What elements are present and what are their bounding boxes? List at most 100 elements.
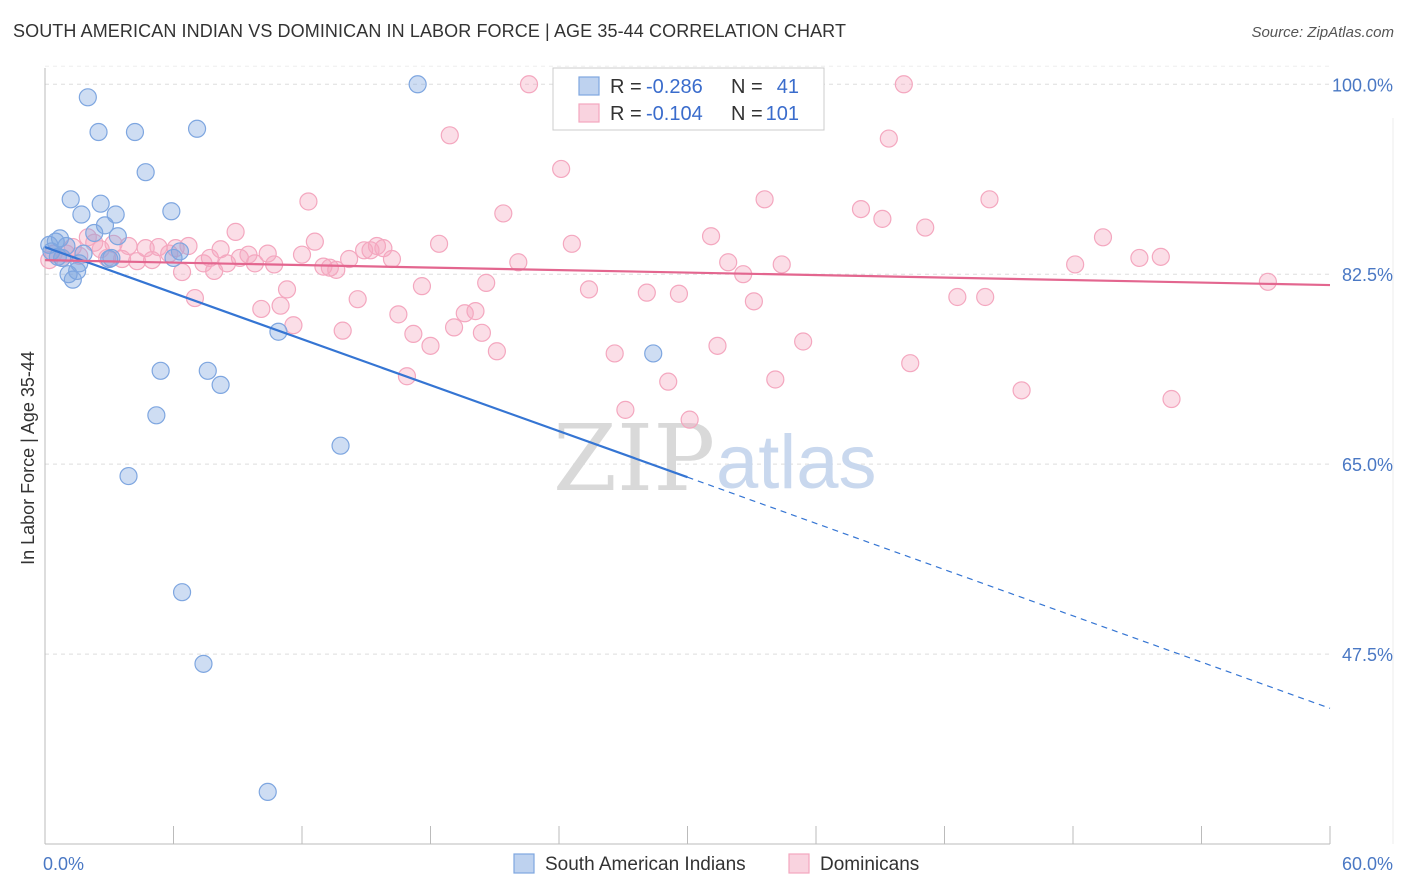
point-south-american-indians-12	[72, 205, 91, 224]
point-south-american-indians-30	[211, 375, 230, 395]
bottom-legend-label-south-american-indians: South American Indians	[545, 854, 746, 875]
point-dominicans-32	[258, 244, 277, 263]
point-south-american-indians-24	[147, 406, 166, 425]
point-south-american-indians-16	[91, 194, 110, 213]
point-dominicans-85	[851, 199, 871, 219]
bottom-legend-swatch-south-american-indians	[513, 853, 535, 874]
point-south-american-indians-4	[50, 229, 70, 248]
point-dominicans-59	[455, 304, 474, 323]
point-dominicans-86	[873, 209, 892, 228]
point-south-american-indians-10	[68, 261, 87, 281]
point-south-american-indians-39	[164, 248, 183, 268]
point-dominicans-64	[494, 204, 513, 223]
point-dominicans-39	[305, 232, 324, 251]
point-dominicans-69	[579, 280, 599, 299]
point-dominicans-70	[605, 344, 624, 363]
point-dominicans-94	[1012, 381, 1031, 400]
point-dominicans-34	[271, 296, 290, 315]
trend-line-south-american-indians	[44, 246, 688, 479]
trend-line-south-american-indians-extension	[687, 476, 1331, 709]
point-dominicans-73	[659, 372, 678, 391]
point-south-american-indians-31	[119, 466, 138, 486]
point-dominicans-98	[1162, 389, 1181, 409]
point-south-american-indians-8	[61, 190, 80, 209]
point-south-american-indians-33	[194, 654, 213, 673]
point-dominicans-43	[333, 321, 352, 340]
legend-r-label-1: R =	[610, 103, 642, 125]
point-dominicans-45	[348, 290, 367, 309]
point-south-american-indians-17	[95, 216, 115, 235]
point-dominicans-81	[755, 190, 774, 209]
legend-swatch-dominicans	[578, 103, 600, 123]
point-dominicans-55	[421, 336, 440, 355]
chart-title: SOUTH AMERICAN INDIAN VS DOMINICAN IN LA…	[13, 21, 847, 41]
watermark: ZIP atlas	[553, 405, 877, 512]
y-tick-label-3: 100.0%	[1332, 75, 1393, 95]
point-dominicans-36	[284, 316, 303, 335]
point-dominicans-57	[440, 126, 459, 145]
point-dominicans-62	[477, 273, 496, 292]
point-dominicans-58	[444, 318, 464, 337]
point-dominicans-90	[916, 218, 935, 237]
point-dominicans-68	[562, 234, 581, 253]
point-south-american-indians-21	[108, 227, 127, 246]
point-dominicans-93	[980, 190, 999, 209]
point-dominicans-61	[472, 323, 491, 342]
point-dominicans-95	[1066, 255, 1085, 274]
point-dominicans-53	[404, 324, 423, 344]
point-dominicans-20	[179, 236, 198, 256]
point-dominicans-78	[719, 253, 738, 272]
point-south-american-indians-19	[102, 248, 121, 268]
x-tick-label-1: 60.0%	[1342, 854, 1393, 874]
point-dominicans-65	[509, 253, 528, 272]
y-tick-labels: 47.5% 65.0% 82.5% 100.0%	[1332, 75, 1393, 665]
point-dominicans-91	[948, 287, 967, 307]
point-dominicans-44	[340, 249, 359, 269]
x-tick-label-0: 0.0%	[43, 854, 84, 874]
point-dominicans-54	[412, 277, 432, 296]
point-dominicans-37	[292, 245, 312, 264]
point-dominicans-71	[616, 400, 635, 419]
point-dominicans-84	[794, 332, 813, 351]
point-dominicans-96	[1093, 228, 1113, 247]
legend-n-value-0: 41	[777, 76, 799, 98]
point-dominicans-72	[637, 283, 656, 302]
point-dominicans-35	[277, 280, 297, 299]
point-dominicans-31	[252, 299, 271, 319]
point-dominicans-63	[487, 342, 506, 361]
point-dominicans-51	[389, 305, 408, 324]
point-south-american-indians-9	[63, 270, 82, 289]
legend-r-value-1: -0.104	[646, 103, 703, 125]
point-south-american-indians-38	[644, 344, 663, 363]
watermark-atlas: atlas	[716, 420, 877, 505]
point-dominicans-97	[1130, 248, 1149, 268]
point-dominicans-82	[766, 370, 785, 389]
axes	[44, 68, 1394, 845]
point-dominicans-83	[772, 255, 791, 274]
legend-swatch-south-american-indians	[578, 76, 600, 96]
point-south-american-indians-40	[74, 244, 93, 263]
point-south-american-indians-20	[106, 205, 125, 224]
point-dominicans-99	[1151, 247, 1170, 266]
legend-n-value-1: 101	[766, 103, 799, 125]
point-south-american-indians-14	[85, 223, 104, 243]
point-dominicans-75	[680, 410, 699, 429]
point-dominicans-56	[429, 234, 449, 253]
y-axis-title: In Labor Force | Age 35-44	[18, 351, 38, 565]
point-south-american-indians-29	[198, 361, 217, 380]
point-dominicans-76	[701, 227, 721, 246]
stats-legend: R = -0.286 N = 41 R = -0.104 N = 101	[552, 67, 825, 131]
point-south-american-indians-32	[172, 583, 192, 602]
point-south-american-indians-13	[78, 88, 97, 107]
point-south-american-indians-23	[136, 163, 155, 182]
point-dominicans-100	[1258, 272, 1277, 291]
source-label: Source: ZipAtlas.com	[1251, 24, 1394, 41]
y-tick-label-0: 47.5%	[1342, 645, 1393, 665]
trend-lines	[44, 246, 1331, 709]
point-dominicans-88	[894, 75, 913, 94]
point-dominicans-92	[976, 287, 995, 307]
legend-n-label-1: N =	[731, 103, 763, 125]
bottom-legend-swatch-dominicans	[788, 853, 810, 874]
point-dominicans-50	[382, 249, 402, 269]
